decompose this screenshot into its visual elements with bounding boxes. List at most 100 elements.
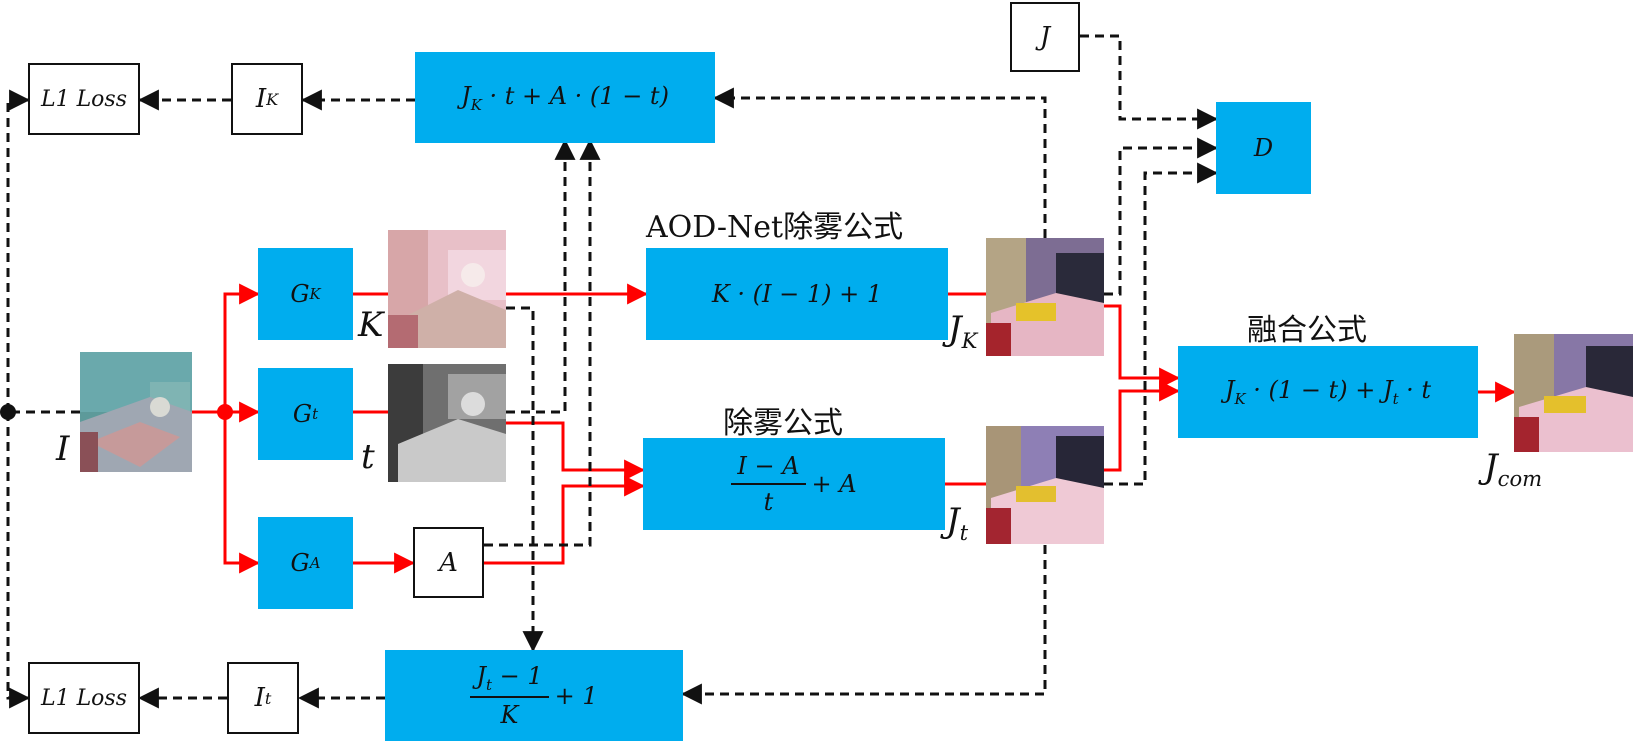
recon-k-text: JK · t + A · (1 − t) (461, 82, 669, 114)
jt-to-fusion (1104, 380, 1181, 472)
recon-t-num-a: J (476, 661, 486, 690)
heading-fusion: 融合公式 (1247, 313, 1367, 348)
k-to-recon-t (506, 306, 544, 653)
label-jcom: Jcom (1484, 450, 1542, 489)
jk-output-image (986, 238, 1104, 356)
t-map-picture (388, 364, 506, 482)
a-to-dehaze (484, 475, 646, 565)
t-to-recon-k (506, 138, 576, 414)
jt-output-picture (986, 426, 1104, 544)
split-to-ga (223, 412, 261, 574)
jk-output-picture (986, 238, 1104, 356)
left-down-to-loss (6, 412, 31, 709)
fusion-text: JK · (1 − t) + Jt · t (1225, 376, 1431, 408)
l1-loss-bottom-label: L1 Loss (40, 685, 128, 711)
label-jt: Jt (946, 504, 968, 543)
jcom-sub: com (1497, 465, 1543, 491)
jcom-output-picture (1514, 334, 1633, 452)
jt-sub: t (959, 519, 969, 545)
k-map-image (388, 230, 506, 348)
dashed-flow-lines (6, 34, 1219, 709)
l1-loss-bottom: L1 Loss (28, 662, 140, 734)
fuse-d: · t (1398, 376, 1432, 405)
jcom-base: J (1484, 447, 1498, 487)
gt-base: G (292, 400, 313, 428)
split-to-gk (223, 283, 261, 412)
ga-sub: A (309, 554, 321, 572)
input-branch-node (0, 404, 16, 420)
a-box-label: A (439, 547, 458, 578)
recon-t-denominator: K (500, 701, 519, 730)
dehaze-tail: + A (811, 470, 857, 498)
dehaze-denominator: t (763, 488, 774, 516)
j-box-label: J (1039, 22, 1051, 52)
recon-k-j: J (461, 81, 471, 110)
k-map-picture (388, 230, 506, 348)
fusion-formula: JK · (1 − t) + Jt · t (1178, 346, 1478, 438)
label-jk: JK (948, 312, 977, 351)
fuse-a: J (1224, 376, 1235, 405)
gk-base: G (290, 280, 310, 308)
fuse-asub: K (1234, 389, 1246, 408)
label-i: I (56, 429, 70, 469)
t-map-image (388, 364, 506, 482)
ik-base: I (255, 84, 267, 114)
it-sub: t (264, 688, 272, 708)
recon-t-num-b: − 1 (491, 661, 543, 690)
dehaze-fraction: I − A t (731, 452, 806, 516)
fuse-b: · (1 − t) + (1245, 376, 1383, 405)
dehaze-numerator: I − A (731, 452, 806, 485)
it-base: I (254, 683, 265, 713)
a-box: A (413, 527, 484, 598)
recon-k-jsub: K (470, 95, 482, 114)
fuse-c: J (1382, 376, 1393, 405)
recon-k-rest: · t + A · (1 − t) (481, 81, 669, 110)
label-k: K (358, 305, 384, 345)
j-to-d (1080, 34, 1219, 130)
t-to-dehaze (506, 421, 646, 481)
gt-sub: t (312, 405, 319, 423)
dehaze-formula: I − A t + A (643, 438, 945, 530)
ga-base: G (290, 549, 310, 577)
j-box: J (1010, 2, 1080, 72)
jk-to-recon-k (712, 87, 1047, 238)
recon-t-numerator: Jt − 1 (470, 661, 549, 699)
jt-base: J (946, 501, 960, 541)
heading-aod: AOD-Net除雾公式 (646, 210, 904, 245)
d-label: D (1253, 134, 1274, 162)
jt-to-d (1104, 162, 1219, 486)
jk-to-d (1104, 137, 1219, 296)
jk-base: J (948, 309, 962, 349)
l1-loss-top: L1 Loss (28, 63, 140, 135)
jk-to-fusion (1104, 304, 1181, 389)
hazy-input-picture (80, 352, 192, 472)
a-to-recon-k (484, 138, 601, 547)
jt-output-image (986, 426, 1104, 544)
jcom-output-image (1514, 334, 1633, 452)
recon-k-formula: JK · t + A · (1 − t) (415, 52, 715, 143)
gk-sub: K (309, 285, 321, 303)
heading-dehaze: 除雾公式 (723, 406, 843, 441)
fuse-csub: t (1392, 389, 1399, 408)
jk-sub: K (961, 327, 978, 353)
recon-t-fraction: Jt − 1 K (470, 661, 549, 730)
left-up-to-loss (6, 89, 31, 412)
jt-to-recon-t (680, 545, 1047, 705)
recon-t-num-sub: t (485, 675, 492, 694)
recon-t-formula: Jt − 1 K + 1 (385, 650, 683, 741)
l1-loss-top-label: L1 Loss (40, 86, 128, 112)
ik-sub: K (266, 89, 279, 109)
discriminator-d: D (1216, 102, 1311, 194)
aod-formula: K · (I − 1) + 1 (646, 248, 948, 340)
aod-formula-text: K · (I − 1) + 1 (711, 280, 883, 308)
recon-t-tail: + 1 (554, 681, 598, 710)
hazy-input-image (80, 352, 192, 472)
label-t: t (361, 437, 375, 477)
